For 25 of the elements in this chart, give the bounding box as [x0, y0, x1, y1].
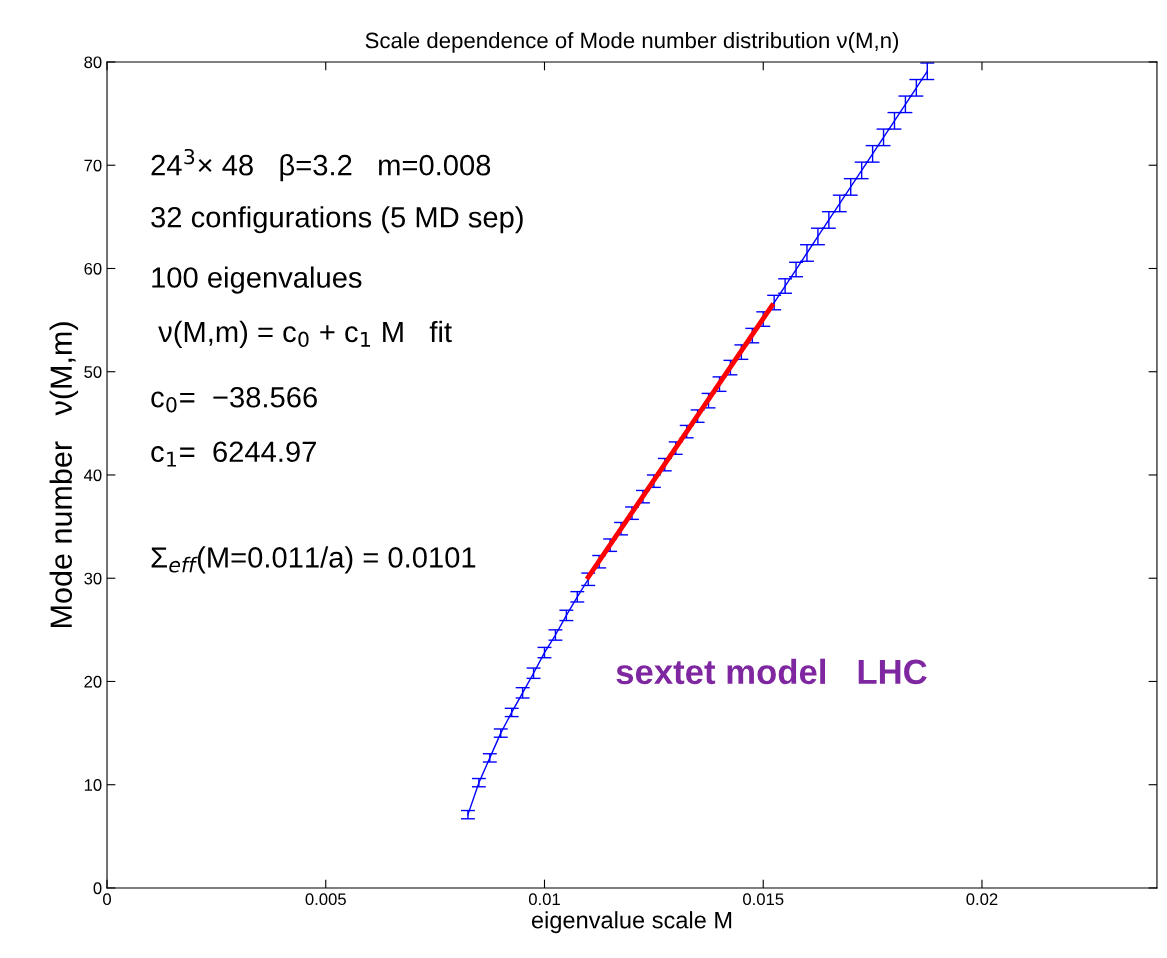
y-tick-label: 60 — [84, 262, 102, 275]
y-tick-label: 40 — [84, 469, 102, 482]
x-tick-label: 0 — [103, 893, 111, 906]
y-tick-label: 10 — [84, 779, 102, 791]
x-tick-label: 0.015 — [743, 893, 784, 906]
annotation: ν(M,m) = c$_{0}$ + c$_{1}$ M fit — [158, 320, 452, 349]
annotation: 32 configurations (5 MD sep) — [151, 206, 523, 234]
x-tick-label: 0.005 — [305, 893, 346, 906]
y-tick-label: 30 — [84, 572, 102, 585]
x-tick-label: 0.01 — [528, 893, 560, 906]
y-tick-label: 80 — [84, 56, 102, 69]
y-axis-title: Mode number ν(M,m) — [49, 322, 79, 627]
annotation: 24$^{3}$× 48 β=3.2 m=0.008 — [151, 148, 491, 182]
y-tick-label: 20 — [84, 675, 102, 688]
annotation: 100 eigenvalues — [152, 266, 362, 294]
y-tick-label: 50 — [84, 366, 102, 378]
y-tick-label: 70 — [84, 159, 102, 172]
y-tick-label: 0 — [93, 882, 102, 895]
x-tick-label: 0.02 — [966, 893, 998, 906]
annotation: c$_{1}$= 6244.97 — [151, 441, 316, 467]
annotation: Σ$_{eff}$(M=0.011/a) = 0.0101 — [151, 546, 476, 574]
annotation: c$_{0}$= −38.566 — [151, 386, 317, 413]
x-axis-title: eigenvalue scale M — [531, 911, 732, 934]
annotation: sextet model LHC — [616, 658, 927, 685]
chart-title: Scale dependence of Mode number distribution ν(M,n) — [365, 31, 899, 53]
